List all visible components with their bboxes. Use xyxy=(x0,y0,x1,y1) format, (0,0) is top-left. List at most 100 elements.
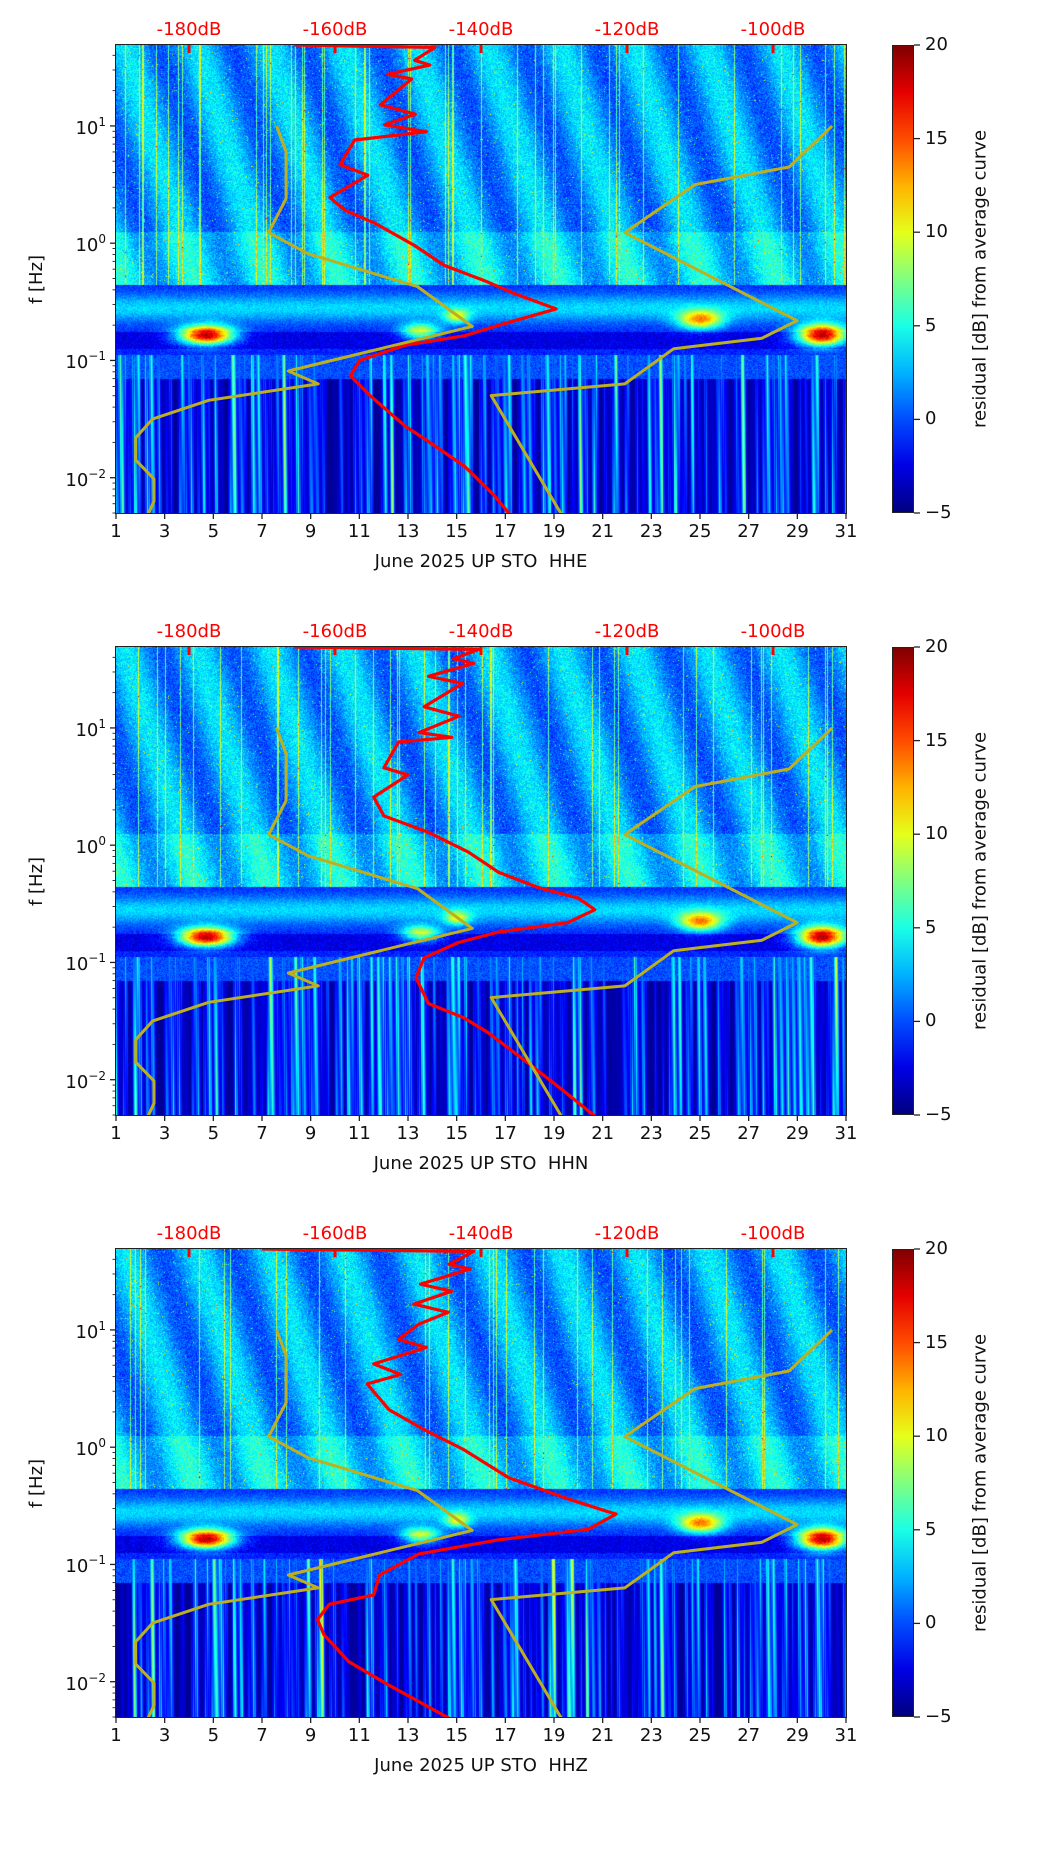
colorbar xyxy=(892,1249,914,1717)
nhnm-curve xyxy=(489,726,834,1115)
x-tick-label: 21 xyxy=(591,521,615,542)
db-axis-label: -180dB xyxy=(156,621,222,642)
y-tick-base: 10 xyxy=(65,1673,89,1695)
db-axis-label: -180dB xyxy=(156,19,222,40)
y-tick-label: 101 xyxy=(75,1320,106,1342)
y-tick-label: 10−2 xyxy=(65,1070,106,1092)
colorbar-tick-label: 20 xyxy=(925,636,948,657)
db-axis-label: -180dB xyxy=(156,1223,222,1244)
y-tick-base: 10 xyxy=(65,469,89,491)
db-axis-label: -100dB xyxy=(740,621,806,642)
nlnm-curve xyxy=(134,1329,474,1717)
db-axis-label: -100dB xyxy=(740,1223,806,1244)
x-tick-label: 11 xyxy=(347,1725,371,1746)
x-tick-label: 17 xyxy=(493,1123,517,1144)
nlnm-curve xyxy=(134,125,474,513)
spectrogram-area xyxy=(116,45,846,513)
y-axis-label: f [Hz] xyxy=(26,856,48,907)
colorbar-tick-label: 0 xyxy=(925,408,937,430)
x-tick-label: 1 xyxy=(110,1123,122,1144)
colorbar-tick-label: −5 xyxy=(925,502,952,523)
x-tick-label: 21 xyxy=(591,1123,615,1144)
y-tick-exponent: 1 xyxy=(98,716,106,731)
y-tick-base: 10 xyxy=(75,837,99,859)
x-tick-label: 29 xyxy=(785,1123,809,1144)
y-tick-label: 10−1 xyxy=(65,1554,106,1576)
colorbar-tick-label: −5 xyxy=(925,1706,952,1727)
colorbar-tick-label: −5 xyxy=(925,1104,952,1125)
y-tick-label: 100 xyxy=(75,1437,106,1459)
curves-overlay xyxy=(134,647,834,1115)
y-tick-label: 101 xyxy=(75,718,106,740)
y-tick-exponent: 1 xyxy=(98,1318,106,1333)
x-tick-label: 3 xyxy=(158,1725,171,1746)
x-tick-label: 9 xyxy=(304,521,317,542)
nlnm-curve xyxy=(134,727,474,1115)
db-axis-label: -120dB xyxy=(594,621,660,642)
spectrogram-heatmap xyxy=(116,647,846,1115)
colorbar xyxy=(892,45,914,513)
x-tick-label: 23 xyxy=(639,1123,663,1144)
db-axis-label: -160dB xyxy=(302,621,368,642)
x-tick-label: 7 xyxy=(256,521,268,542)
x-tick-label: 5 xyxy=(207,1725,220,1746)
y-axis-label: f [Hz] xyxy=(26,1458,48,1509)
x-tick-label: 21 xyxy=(591,1725,615,1746)
y-tick-label: 10−2 xyxy=(65,1672,106,1694)
colorbar xyxy=(892,647,914,1115)
x-tick-label: 23 xyxy=(639,521,663,542)
spectrogram-area xyxy=(116,1249,846,1717)
x-tick-label: 31 xyxy=(834,1123,858,1144)
colorbar-tick-label: 10 xyxy=(925,221,948,243)
x-tick-label: 3 xyxy=(158,1123,171,1144)
x-tick-label: 13 xyxy=(396,521,420,542)
y-tick-base: 10 xyxy=(65,1071,89,1093)
y-tick-label: 10−2 xyxy=(65,468,106,490)
colorbar-tick-label: 15 xyxy=(925,1331,948,1353)
x-tick-label: 19 xyxy=(542,1725,566,1746)
db-axis-label: -120dB xyxy=(594,1223,660,1244)
x-tick-label: 31 xyxy=(834,521,858,542)
axis-ticks xyxy=(110,646,920,1121)
y-tick-exponent: 0 xyxy=(98,232,106,247)
x-tick-label: 15 xyxy=(445,1123,469,1144)
x-tick-label: 17 xyxy=(493,1725,517,1746)
y-tick-base: 10 xyxy=(75,719,99,741)
db-axis-label: -140dB xyxy=(448,1223,514,1244)
x-tick-label: 19 xyxy=(542,1123,566,1144)
colorbar-tick-label: 5 xyxy=(925,314,937,336)
y-tick-exponent: −2 xyxy=(88,1670,106,1685)
db-axis-label: -140dB xyxy=(448,19,514,40)
y-tick-exponent: 1 xyxy=(98,114,106,129)
average-psd-curve xyxy=(294,647,597,1115)
x-tick-label: 9 xyxy=(304,1123,317,1144)
x-tick-label: 15 xyxy=(445,1725,469,1746)
x-tick-label: 11 xyxy=(347,1123,371,1144)
y-tick-base: 10 xyxy=(65,954,89,976)
colorbar-tick-label: 0 xyxy=(925,1010,937,1032)
x-tick-label: 13 xyxy=(396,1123,420,1144)
x-tick-label: 31 xyxy=(834,1725,858,1746)
spectrogram-area xyxy=(116,647,846,1115)
nhnm-curve xyxy=(489,1328,834,1717)
db-axis-label: -140dB xyxy=(448,621,514,642)
y-tick-label: 101 xyxy=(75,116,106,138)
y-tick-exponent: −2 xyxy=(88,1068,106,1083)
average-psd-curve xyxy=(294,45,558,513)
x-tick-label: 27 xyxy=(737,521,761,542)
y-axis-label: f [Hz] xyxy=(26,254,48,305)
y-tick-label: 100 xyxy=(75,835,106,857)
x-axis-label: June 2025 UP STO HHE xyxy=(374,551,588,572)
x-tick-label: 1 xyxy=(110,1725,122,1746)
x-tick-label: 7 xyxy=(256,1123,268,1144)
x-tick-label: 23 xyxy=(639,1725,663,1746)
x-tick-label: 3 xyxy=(158,521,171,542)
x-tick-label: 29 xyxy=(785,1725,809,1746)
y-tick-exponent: 0 xyxy=(98,1436,106,1451)
x-tick-label: 27 xyxy=(737,1123,761,1144)
colorbar-label: residual [dB] from average curve xyxy=(969,1333,991,1633)
x-tick-label: 25 xyxy=(688,1725,712,1746)
x-tick-label: 29 xyxy=(785,521,809,542)
y-tick-label: 100 xyxy=(75,233,106,255)
colorbar-tick-label: 15 xyxy=(925,127,948,149)
